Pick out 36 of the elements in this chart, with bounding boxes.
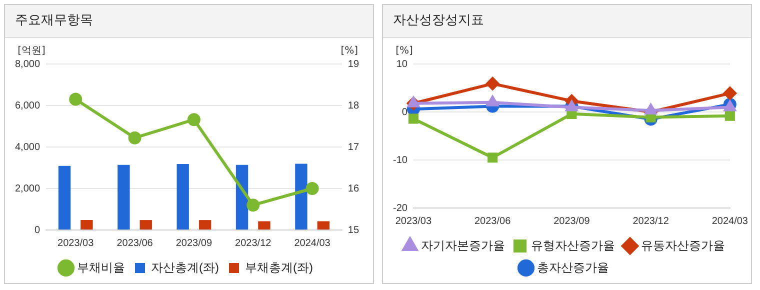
x-tick-label: 2023/12 xyxy=(235,238,272,249)
y2-axis-title: [%] xyxy=(340,46,358,57)
legend-label: 자산총계(좌) xyxy=(151,260,220,274)
y2-tick-label: 15 xyxy=(348,224,360,236)
y-tick-label: 0 xyxy=(34,224,40,236)
legend-label: 자기자본증가율 xyxy=(421,238,505,252)
legend-label: 총자산증가율 xyxy=(537,260,609,274)
y-axis-title: [%] xyxy=(396,46,413,57)
legend-label: 부채총계(좌) xyxy=(245,260,313,274)
x-tick-label: 2023/03 xyxy=(395,216,432,227)
y-tick-label: -20 xyxy=(393,202,408,214)
x-tick-label: 2023/12 xyxy=(632,216,670,227)
y-tick-label: 10 xyxy=(396,58,408,70)
y-tick-label: -10 xyxy=(393,154,408,166)
x-tick-label: 2023/09 xyxy=(176,238,212,249)
x-tick-label: 2023/06 xyxy=(116,238,154,249)
y2-tick-label: 19 xyxy=(348,58,360,70)
y2-tick-label: 16 xyxy=(348,183,360,194)
x-tick-label: 2024/03 xyxy=(712,216,748,227)
y-tick-label: 2,000 xyxy=(14,183,40,194)
y-tick-label: 8,000 xyxy=(14,58,40,70)
x-tick-label: 2023/09 xyxy=(554,216,590,227)
legend-label: 유형자산증가율 xyxy=(531,238,615,252)
y-tick-label: 0 xyxy=(402,106,408,118)
legend-label: 부채비율 xyxy=(77,260,126,274)
y2-tick-label: 17 xyxy=(348,142,360,153)
x-tick-label: 2023/03 xyxy=(58,238,94,249)
x-tick-label: 2023/06 xyxy=(474,216,512,227)
y2-tick-label: 18 xyxy=(348,100,360,112)
y-axis-title: [억원] xyxy=(18,46,46,57)
x-tick-label: 2024/03 xyxy=(294,238,331,249)
y-tick-label: 4,000 xyxy=(14,142,40,153)
y-tick-label: 6,000 xyxy=(14,100,40,112)
chart-title: 주요재무항목 xyxy=(5,5,373,38)
legend-label: 유동자산증가율 xyxy=(641,238,725,252)
chart-title: 자산성장성지표 xyxy=(383,5,751,38)
